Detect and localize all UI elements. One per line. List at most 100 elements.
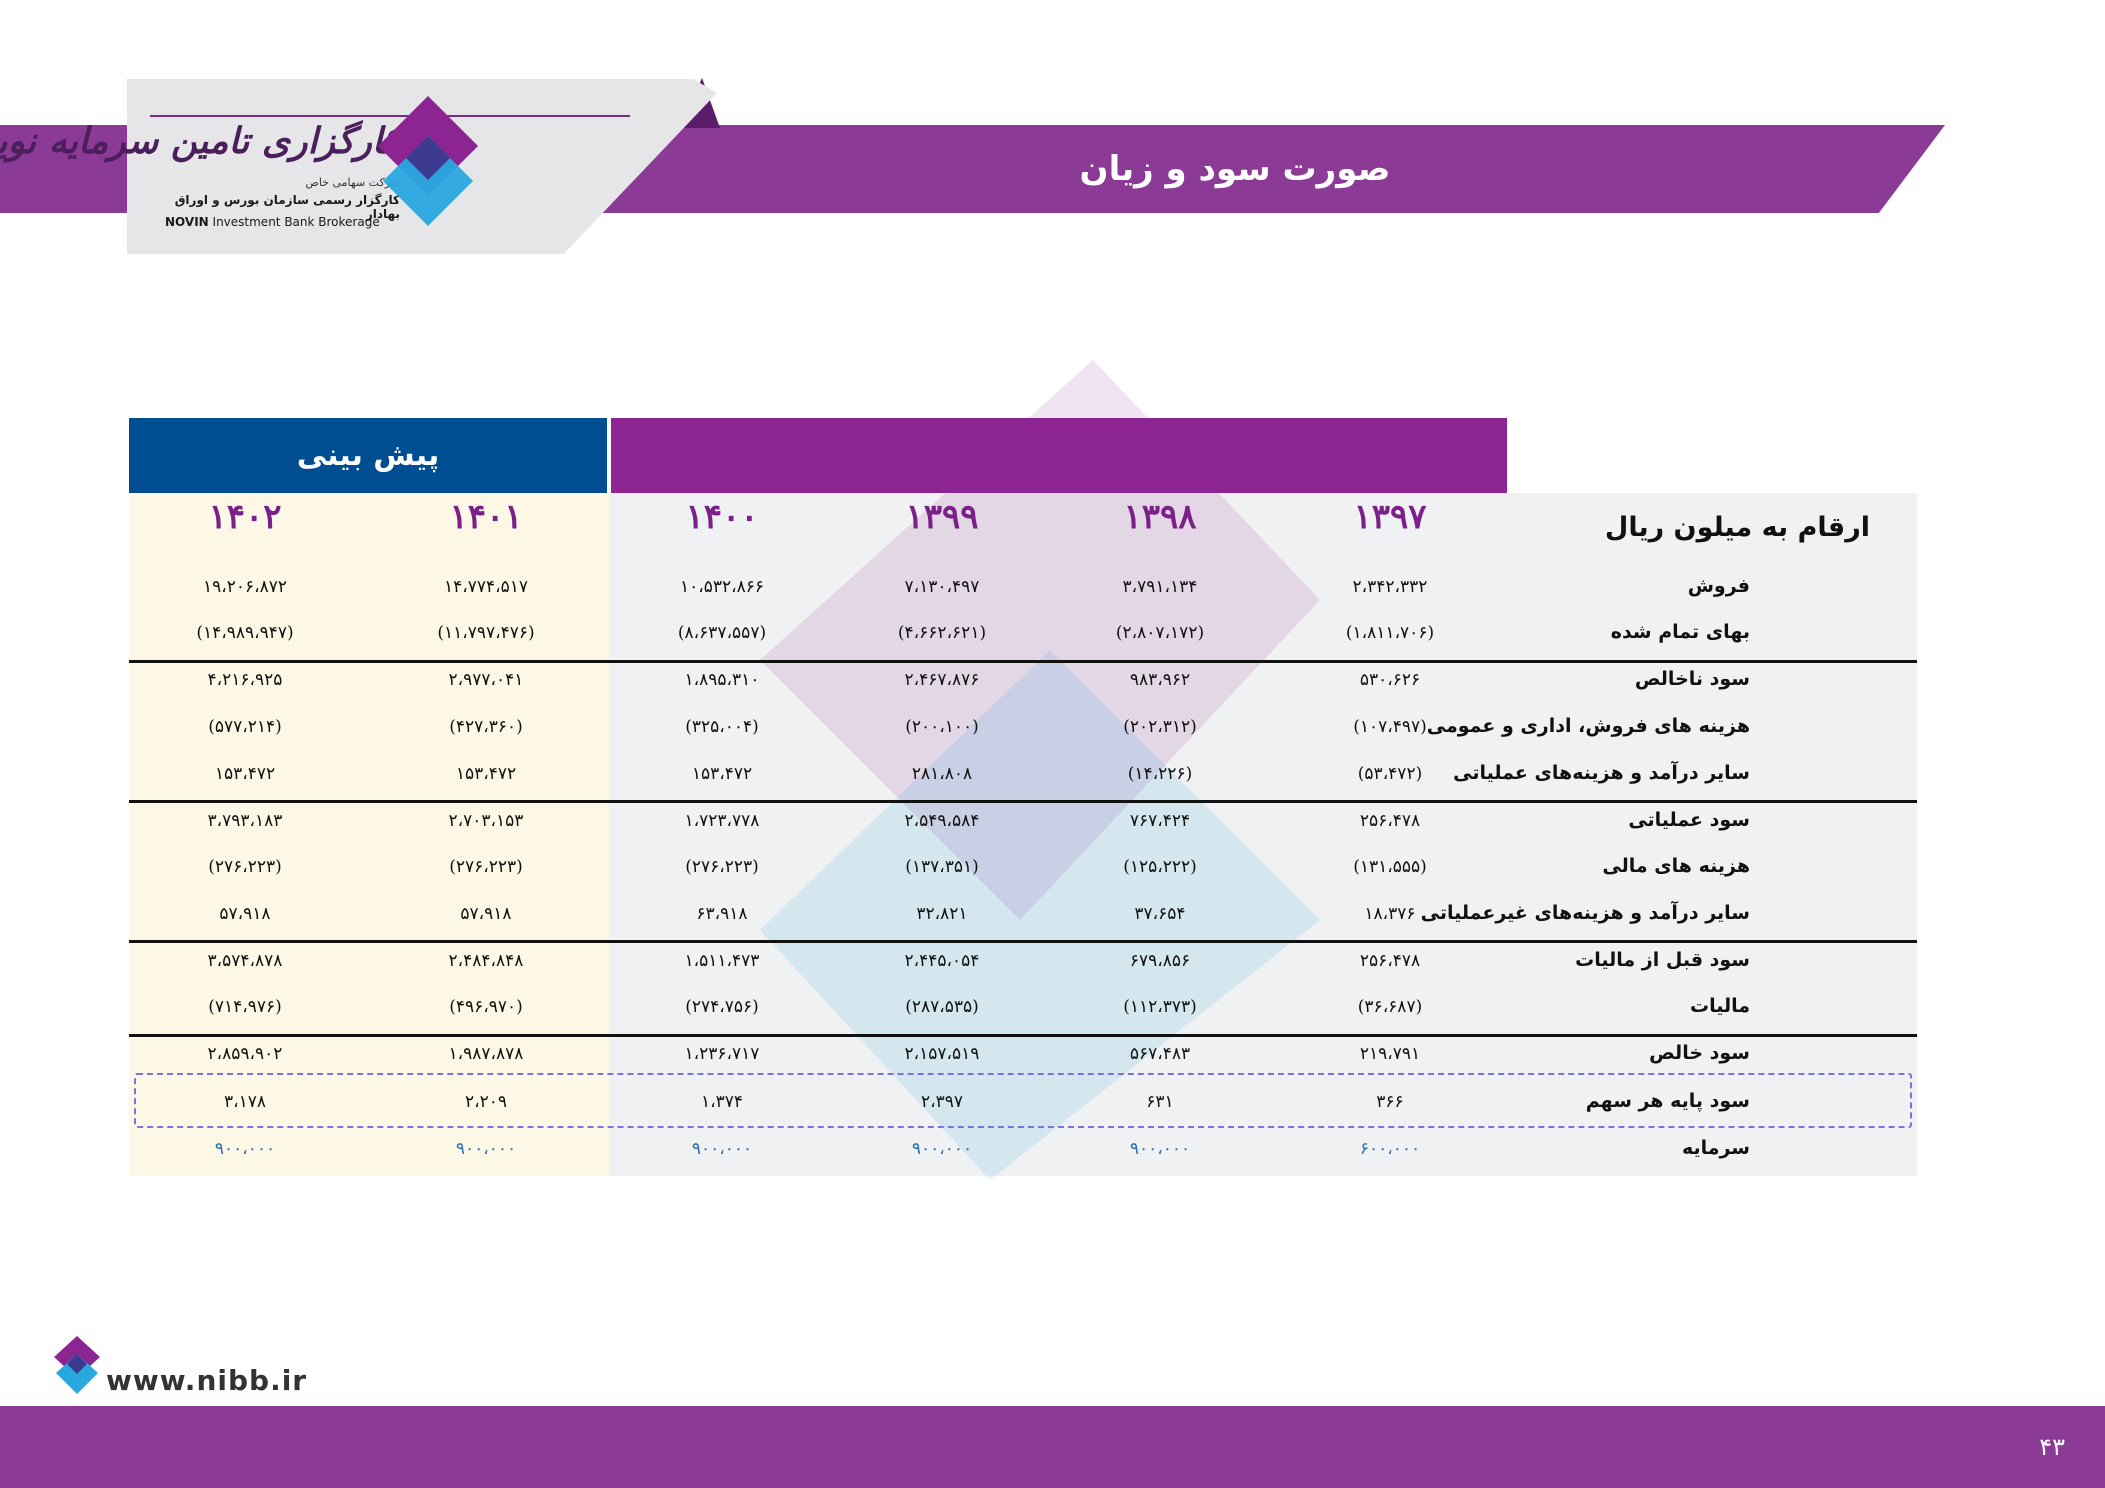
table-cell: ۹۰۰،۰۰۰ (214, 1139, 276, 1159)
year-header: ۱۳۹۹ (905, 497, 979, 537)
table-cell: ۲،۳۹۷ (920, 1092, 963, 1112)
row-separator (129, 800, 1917, 803)
table-cell: ۳،۷۹۳،۱۸۳ (207, 811, 283, 831)
table-cell: ۹۰۰،۰۰۰ (691, 1139, 753, 1159)
table-cell: (۱۴،۲۲۶) (1127, 764, 1193, 784)
logo-english-rest: Investment Bank Brokerage (208, 215, 380, 229)
table-cell: (۲۷۴،۷۵۶) (685, 997, 759, 1017)
footer-band (0, 1406, 2105, 1488)
table-cell: ۳۲،۸۲۱ (916, 904, 968, 924)
table-cell: ۱۵۳،۴۷۲ (691, 764, 753, 784)
actual-columns-background (609, 493, 1917, 1176)
table-cell: ۲۱۹،۷۹۱ (1359, 1044, 1421, 1064)
eps-highlight-box (134, 1073, 1912, 1128)
row-separator (129, 1034, 1917, 1037)
table-cell: (۱۰۷،۴۹۷) (1353, 717, 1427, 737)
table-cell: (۲۰۰،۱۰۰) (905, 717, 979, 737)
table-cell: ۲،۴۴۵،۰۵۴ (904, 951, 980, 971)
table-cell: (۱۳۷،۳۵۱) (905, 857, 979, 877)
table-cell: ۵۷،۹۱۸ (460, 904, 512, 924)
table-cell: ۷،۱۳۰،۴۹۷ (904, 577, 980, 597)
page-title: صورت سود و زیان (1079, 149, 1391, 189)
table-cell: (۳۶،۶۸۷) (1357, 997, 1423, 1017)
table-cell: ۱،۹۸۷،۸۷۸ (448, 1044, 524, 1064)
table-cell: ۳،۷۹۱،۱۳۴ (1122, 577, 1198, 597)
table-cell: ۱۰،۵۳۲،۸۶۶ (679, 577, 765, 597)
row-label: سود قبل از مالیات (1575, 949, 1750, 971)
page-number: ۴۳ (2039, 1433, 2065, 1461)
units-label: ارقام به میلون ریال (1604, 512, 1870, 543)
row-label: سود خالص (1649, 1042, 1750, 1064)
logo-tagline: کارگزار رسمی سازمان بورس و اوراق بهادار (174, 193, 400, 221)
row-label: فروش (1687, 575, 1750, 597)
table-cell: (۱۱۲،۳۷۳) (1123, 997, 1197, 1017)
logo-english-name: NOVIN Investment Bank Brokerage (165, 215, 465, 229)
table-cell: ۲،۴۸۴،۸۴۸ (448, 951, 524, 971)
table-cell: ۵۶۷،۴۸۳ (1129, 1044, 1191, 1064)
table-cell: ۳۶۶ (1376, 1092, 1404, 1112)
row-label: مالیات (1689, 995, 1750, 1017)
table-cell: ۳،۱۷۸ (223, 1092, 266, 1112)
row-label: بهای تمام شده (1610, 621, 1750, 643)
table-cell: ۲،۱۵۷،۵۱۹ (904, 1044, 980, 1064)
table-cell: ۱،۸۹۵،۳۱۰ (684, 670, 760, 690)
table-cell: ۹۸۳،۹۶۲ (1129, 670, 1191, 690)
logo-watermark-icon (760, 360, 1320, 1180)
row-separator (129, 940, 1917, 943)
table-cell: ۲۵۶،۴۷۸ (1359, 811, 1421, 831)
table-cell: (۲۰۲،۳۱۲) (1123, 717, 1197, 737)
table-cell: (۱۴،۹۸۹،۹۴۷) (196, 623, 294, 643)
row-label: سود پایه هر سهم (1585, 1090, 1750, 1112)
row-label: سود عملیاتی (1628, 809, 1750, 831)
year-header: ۱۳۹۷ (1353, 497, 1427, 537)
row-label: هزینه های مالی (1602, 855, 1750, 877)
table-cell: (۲۷۶،۲۲۳) (208, 857, 282, 877)
table-cell: (۵۷۷،۲۱۴) (208, 717, 282, 737)
year-header: ۱۴۰۰ (685, 497, 759, 537)
table-cell: (۵۳،۴۷۲) (1357, 764, 1423, 784)
table-cell: (۳۲۵،۰۰۴) (685, 717, 759, 737)
table-cell: ۱۴،۷۷۴،۵۱۷ (443, 577, 529, 597)
table-cell: (۱۳۱،۵۵۵) (1353, 857, 1427, 877)
table-cell: ۱۵۳،۴۷۲ (455, 764, 517, 784)
table-cell: ۱۸،۳۷۶ (1364, 904, 1416, 924)
table-cell: ۷۶۷،۴۲۴ (1129, 811, 1191, 831)
row-label: سایر درآمد و هزینه‌های غیرعملیاتی (1420, 902, 1750, 924)
table-cell: ۵۳۰،۶۲۶ (1359, 670, 1421, 690)
table-cell: ۱،۵۱۱،۴۷۳ (684, 951, 760, 971)
actual-header (611, 418, 1507, 493)
table-cell: ۳۷،۶۵۴ (1134, 904, 1186, 924)
table-cell: (۲۸۷،۵۳۵) (905, 997, 979, 1017)
logo-persian-name: کارگزاری تامین سرمایه نوین (0, 120, 400, 162)
table-cell: ۵۷،۹۱۸ (219, 904, 271, 924)
table-cell: ۲،۵۴۹،۵۸۴ (904, 811, 980, 831)
row-label: سرمایه (1681, 1137, 1750, 1159)
table-cell: (۱۲۵،۲۲۲) (1123, 857, 1197, 877)
year-header: ۱۴۰۱ (449, 497, 523, 537)
table-cell: (۲،۸۰۷،۱۷۲) (1115, 623, 1205, 643)
table-cell: ۱۹،۲۰۶،۸۷۲ (202, 577, 288, 597)
table-cell: ۱،۳۷۴ (700, 1092, 743, 1112)
table-cell: (۷۱۴،۹۷۶) (208, 997, 282, 1017)
table-cell: ۴،۲۱۶،۹۲۵ (207, 670, 283, 690)
table-cell: (۱۱،۷۹۷،۴۷۶) (437, 623, 535, 643)
row-label: سود ناخالص (1634, 668, 1750, 690)
table-cell: (۲۷۶،۲۲۳) (449, 857, 523, 877)
logo-english-bold: NOVIN (165, 215, 209, 229)
row-separator (129, 660, 1917, 663)
table-cell: ۶۳،۹۱۸ (696, 904, 748, 924)
logo-company-type: شرکت سهامی خاص (305, 176, 400, 189)
table-cell: (۴۲۷،۳۶۰) (449, 717, 523, 737)
table-cell: ۶۳۱ (1146, 1092, 1174, 1112)
table-cell: ۱،۲۳۶،۷۱۷ (684, 1044, 760, 1064)
table-cell: ۲،۹۷۷،۰۴۱ (448, 670, 524, 690)
table-cell: ۳،۵۷۴،۸۷۸ (207, 951, 283, 971)
website-link[interactable]: www.nibb.ir (106, 1364, 308, 1397)
table-cell: (۸،۶۳۷،۵۵۷) (677, 623, 767, 643)
row-label: هزینه های فروش، اداری و عمومی (1426, 715, 1750, 737)
table-cell: ۹۰۰،۰۰۰ (455, 1139, 517, 1159)
forecast-columns-background (129, 493, 609, 1176)
footer-logo-icon (54, 1336, 100, 1394)
year-header: ۱۳۹۸ (1123, 497, 1197, 537)
row-label: سایر درآمد و هزینه‌های عملیاتی (1453, 762, 1750, 784)
